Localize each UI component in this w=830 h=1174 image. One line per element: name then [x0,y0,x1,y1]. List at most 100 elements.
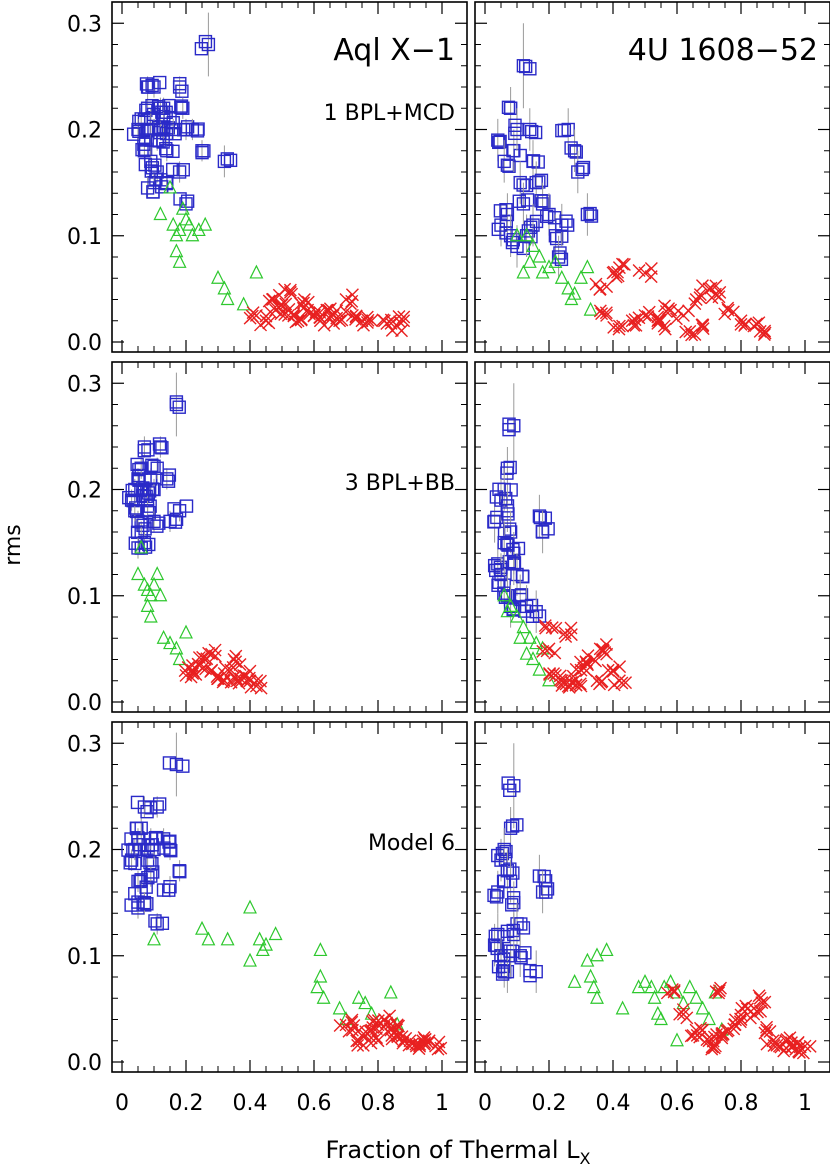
data-point-square [150,519,164,533]
y-tick-label: 0.1 [67,225,102,250]
data-point-triangle [316,989,331,1004]
data-point-cross [559,630,573,644]
data-point-cross [371,1034,385,1048]
data-point-square [549,231,564,246]
data-point-cross [763,1025,777,1039]
data-point-square [537,194,551,208]
data-point-square [495,846,510,861]
data-point-square [529,604,543,619]
data-point-cross [613,660,627,674]
x-axis-label-main: Fraction of Thermal L [326,1136,581,1164]
data-point-cross [713,285,727,299]
data-point-square [190,124,205,138]
data-point-square [147,514,161,529]
data-point-square [535,524,550,539]
data-point-cross [680,1011,694,1025]
x-tick-label: 0 [115,1091,129,1116]
data-point-triangle [644,979,659,994]
data-point-square [501,100,516,115]
panel-1: 4U 1608−52 [474,1,830,353]
x-tick-label: 1 [798,1091,812,1116]
data-point-triangle [166,216,181,231]
data-point-square [198,34,213,49]
x-tick-label: 0 [478,1091,492,1116]
data-point-square [129,504,144,519]
data-point-cross [262,316,276,330]
data-point-cross [595,674,609,688]
data-point-triangle [702,1011,716,1026]
data-point-cross [244,680,258,694]
data-point-square [502,417,516,431]
x-tick-label: 0.8 [361,1091,396,1116]
data-point-cross [181,661,195,675]
data-point-square [176,101,190,115]
y-tick-label: 0.2 [67,119,102,144]
data-point-square [140,804,154,819]
data-point-square [487,515,501,529]
x-axis-label-subscript: X [580,1149,591,1168]
data-point-square [525,609,540,623]
data-point-cross [798,1039,812,1053]
data-point-cross [688,297,702,311]
data-point-cross [271,300,285,314]
data-point-triangle [580,952,595,967]
data-point-square [194,42,209,56]
panel-label: 1 BPL+MCD [324,101,455,126]
data-point-square [564,141,578,155]
data-point-triangle [332,1000,347,1015]
y-tick-label: 0.0 [67,1051,102,1076]
data-point-square [156,883,171,897]
data-point-square [145,482,160,496]
data-point-square [147,459,161,473]
data-point-cross [619,676,633,690]
data-point-cross [275,298,289,312]
data-point-square [145,78,159,93]
data-point-square [144,869,158,883]
data-point-cross [693,288,707,302]
data-point-cross [693,1021,707,1035]
data-point-square [176,759,190,773]
data-point-square [500,207,515,222]
data-point-cross [696,322,710,336]
data-point-cross [573,677,587,691]
data-point-square [493,562,508,577]
data-point-square [155,180,169,194]
data-point-cross [196,650,210,664]
data-point-triangle [358,995,373,1010]
data-point-square [126,127,141,141]
data-point-square [510,818,524,832]
data-point-square [220,152,235,166]
data-point-triangle [351,989,366,1004]
data-point-cross [360,316,374,329]
data-point-square [575,162,589,177]
data-point-square [150,461,164,475]
data-point-square [532,609,547,623]
data-point-cross [705,291,719,305]
data-point-cross [653,314,667,328]
data-point-triangle [519,227,534,242]
data-point-triangle [580,259,595,274]
data-point-triangle [599,942,614,957]
data-point-triangle [574,269,588,284]
data-point-cross [606,663,620,677]
data-point-cross [659,305,673,319]
data-point-triangle [516,264,531,279]
data-point-square [500,924,515,939]
data-point-cross [595,307,609,321]
data-point-triangle [310,979,325,994]
data-point-cross [349,309,363,323]
data-point-square [503,783,517,798]
data-point-square [489,890,504,904]
data-point-triangle [516,619,531,634]
data-point-square [143,499,157,513]
data-point-cross [548,646,562,660]
data-point-triangle [519,645,534,660]
panel-label: Aql X−1 [333,33,455,68]
data-point-square [580,207,595,222]
data-point-square [492,135,506,150]
data-point-cross [278,282,292,296]
panels: 0.0 0.1 0.2 0.3 Aql X−1 1 BPL+MCD 4U 1608−52 0.… [67,1,830,1116]
data-point-cross [229,649,243,663]
data-point-cross [671,304,685,318]
